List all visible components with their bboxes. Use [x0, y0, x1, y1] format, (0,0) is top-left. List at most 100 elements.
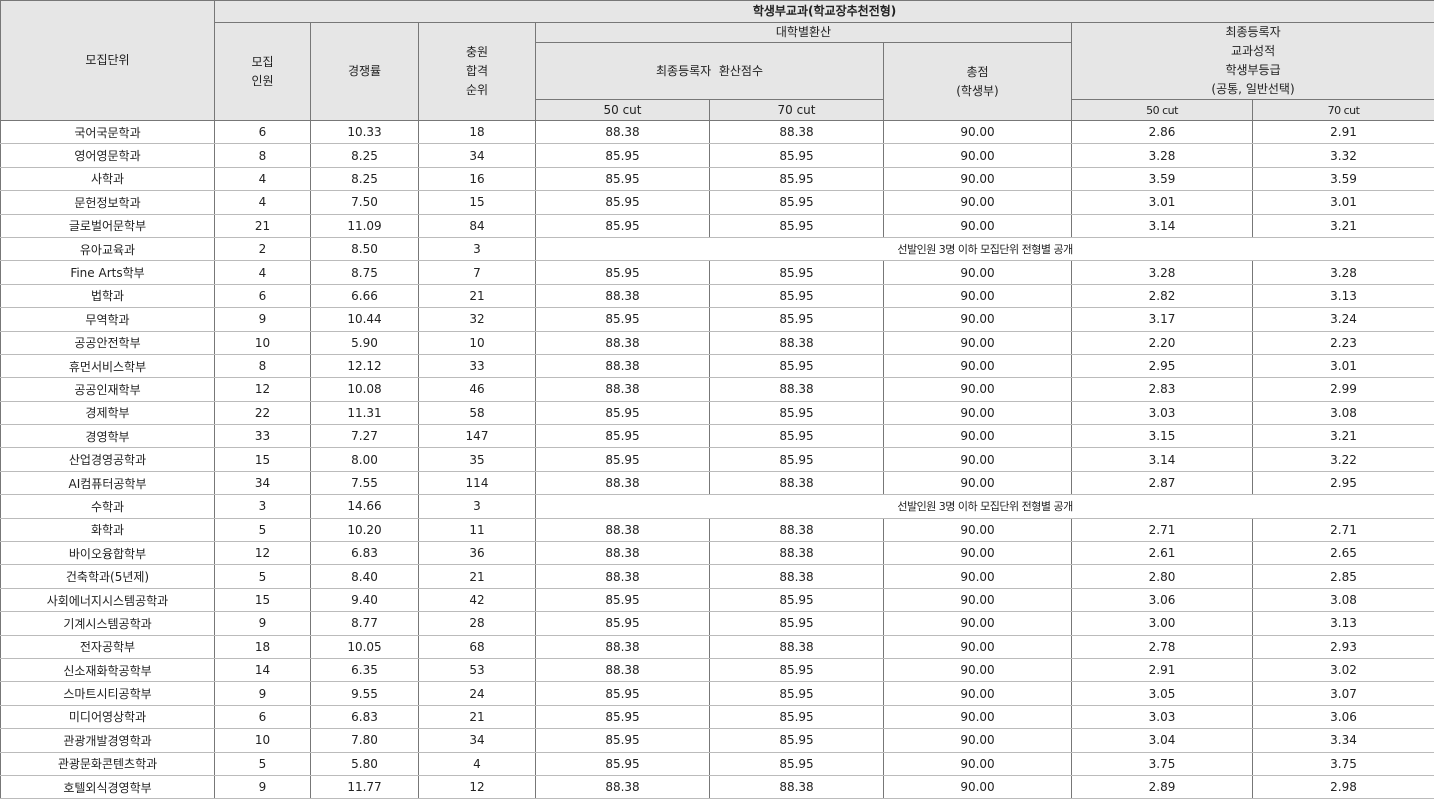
waitlist-rank-cell: 18 — [419, 121, 536, 144]
unit-cell: 휴먼서비스학부 — [1, 354, 215, 377]
grade-cut50-cell: 3.28 — [1072, 144, 1253, 167]
conv-cut70-cell: 85.95 — [710, 308, 884, 331]
conv-cut70-cell: 85.95 — [710, 191, 884, 214]
competition-cell: 6.66 — [311, 284, 419, 307]
quota-cell: 5 — [215, 518, 311, 541]
total-cell: 90.00 — [884, 705, 1072, 728]
conv-cut50-cell: 85.95 — [536, 401, 710, 424]
unit-cell: 스마트시티공학부 — [1, 682, 215, 705]
waitlist-rank-cell: 28 — [419, 612, 536, 635]
competition-cell: 7.27 — [311, 425, 419, 448]
conv-cut70-cell: 88.38 — [710, 775, 884, 798]
unit-cell: 공공인재학부 — [1, 378, 215, 401]
competition-cell: 12.12 — [311, 354, 419, 377]
waitlist-rank-cell: 33 — [419, 354, 536, 377]
unit-cell: 경제학부 — [1, 401, 215, 424]
conv-cut50-cell: 88.38 — [536, 565, 710, 588]
waitlist-rank-cell: 21 — [419, 565, 536, 588]
quota-cell: 9 — [215, 682, 311, 705]
total-cell: 90.00 — [884, 308, 1072, 331]
grade-cut70-cell: 3.02 — [1253, 658, 1434, 681]
total-cell: 90.00 — [884, 612, 1072, 635]
header-total: 총점(학생부) — [884, 43, 1072, 121]
conv-cut50-cell: 85.95 — [536, 682, 710, 705]
header-grade-cut70: 70 cut — [1253, 100, 1434, 121]
grade-cut70-cell: 3.13 — [1253, 612, 1434, 635]
waitlist-rank-cell: 3 — [419, 495, 536, 518]
waitlist-rank-cell: 7 — [419, 261, 536, 284]
unit-cell: 전자공학부 — [1, 635, 215, 658]
competition-cell: 10.33 — [311, 121, 419, 144]
conv-cut70-cell: 88.38 — [710, 378, 884, 401]
quota-cell: 4 — [215, 167, 311, 190]
grade-cut70-cell: 3.75 — [1253, 752, 1434, 775]
grade-cut50-cell: 3.00 — [1072, 612, 1253, 635]
grade-cut50-cell: 2.95 — [1072, 354, 1253, 377]
waitlist-rank-cell: 35 — [419, 448, 536, 471]
quota-cell: 4 — [215, 191, 311, 214]
total-cell: 90.00 — [884, 354, 1072, 377]
conv-cut50-cell: 85.95 — [536, 308, 710, 331]
total-cell: 90.00 — [884, 635, 1072, 658]
total-cell: 90.00 — [884, 471, 1072, 494]
competition-cell: 8.50 — [311, 237, 419, 260]
total-cell: 90.00 — [884, 775, 1072, 798]
grade-cut70-cell: 3.06 — [1253, 705, 1434, 728]
quota-cell: 18 — [215, 635, 311, 658]
notice-cell: 선발인원 3명 이하 모집단위 전형별 공개 — [536, 495, 1434, 518]
competition-cell: 11.77 — [311, 775, 419, 798]
total-cell: 90.00 — [884, 214, 1072, 237]
grade-cut70-cell: 2.91 — [1253, 121, 1434, 144]
waitlist-rank-cell: 42 — [419, 588, 536, 611]
total-cell: 90.00 — [884, 425, 1072, 448]
quota-cell: 3 — [215, 495, 311, 518]
grade-cut70-cell: 3.13 — [1253, 284, 1434, 307]
conv-cut50-cell: 85.95 — [536, 144, 710, 167]
grade-cut70-cell: 2.99 — [1253, 378, 1434, 401]
conv-cut70-cell: 85.95 — [710, 612, 884, 635]
competition-cell: 7.55 — [311, 471, 419, 494]
total-cell: 90.00 — [884, 378, 1072, 401]
grade-cut50-cell: 2.89 — [1072, 775, 1253, 798]
competition-cell: 8.00 — [311, 448, 419, 471]
total-cell: 90.00 — [884, 261, 1072, 284]
unit-cell: 영어영문학과 — [1, 144, 215, 167]
waitlist-rank-cell: 34 — [419, 144, 536, 167]
conv-cut50-cell: 85.95 — [536, 167, 710, 190]
header-group: 학생부교과(학교장추천전형) — [215, 1, 1434, 23]
conv-cut50-cell: 88.38 — [536, 658, 710, 681]
conv-cut50-cell: 88.38 — [536, 378, 710, 401]
header-cut70: 70 cut — [710, 100, 884, 121]
competition-cell: 6.83 — [311, 705, 419, 728]
unit-cell: 건축학과(5년제) — [1, 565, 215, 588]
unit-cell: Fine Arts학부 — [1, 261, 215, 284]
quota-cell: 8 — [215, 354, 311, 377]
grade-cut50-cell: 3.59 — [1072, 167, 1253, 190]
grade-cut70-cell: 2.98 — [1253, 775, 1434, 798]
quota-cell: 5 — [215, 565, 311, 588]
grade-cut70-cell: 3.28 — [1253, 261, 1434, 284]
grade-cut50-cell: 3.03 — [1072, 401, 1253, 424]
conv-cut70-cell: 85.95 — [710, 752, 884, 775]
conv-cut50-cell: 88.38 — [536, 635, 710, 658]
grade-cut70-cell: 3.21 — [1253, 425, 1434, 448]
total-cell: 90.00 — [884, 448, 1072, 471]
waitlist-rank-cell: 68 — [419, 635, 536, 658]
conv-cut70-cell: 85.95 — [710, 658, 884, 681]
grade-cut70-cell: 2.65 — [1253, 542, 1434, 565]
quota-cell: 12 — [215, 378, 311, 401]
competition-cell: 8.25 — [311, 144, 419, 167]
conv-cut70-cell: 85.95 — [710, 729, 884, 752]
grade-cut70-cell: 2.23 — [1253, 331, 1434, 354]
